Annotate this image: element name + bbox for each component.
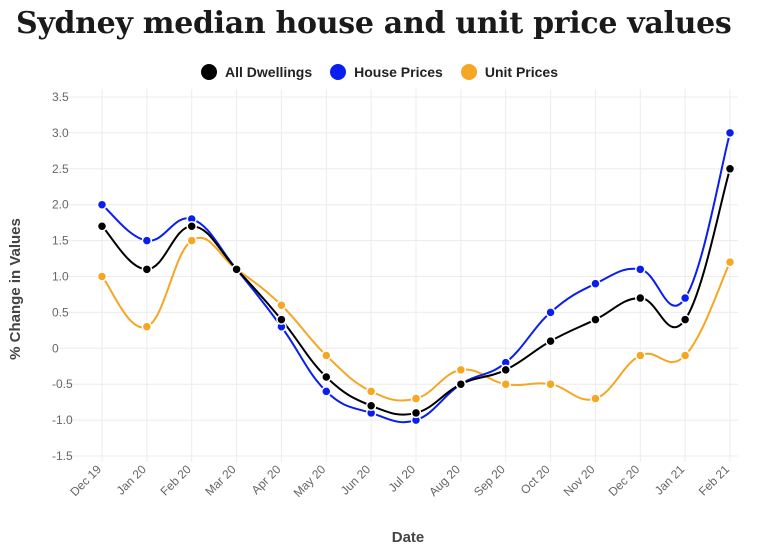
- data-point-house-prices[interactable]: [590, 278, 601, 289]
- x-tick-label: Jun 20: [338, 462, 374, 498]
- data-point-all-dwellings[interactable]: [455, 378, 467, 390]
- y-tick-label: -1.0: [52, 413, 73, 427]
- x-tick-label: Jan 20: [114, 462, 150, 498]
- x-tick-label: Sep 20: [471, 462, 508, 499]
- legend-marker-unit-prices: [460, 64, 477, 80]
- y-tick-label: 1.5: [52, 234, 69, 248]
- chart-title: Sydney median house and unit price value…: [16, 6, 732, 41]
- x-tick-label: May 20: [291, 462, 329, 500]
- data-point-all-dwellings[interactable]: [545, 335, 556, 347]
- data-point-all-dwellings[interactable]: [321, 371, 332, 383]
- data-point-all-dwellings[interactable]: [141, 264, 153, 275]
- data-point-all-dwellings[interactable]: [365, 400, 377, 411]
- x-tick-label: Jan 21: [652, 462, 688, 498]
- legend-label-unit-prices: Unit Prices: [484, 64, 558, 80]
- legend-label-all-dwellings: All Dwellings: [225, 64, 313, 80]
- x-tick-label: Mar 20: [202, 462, 239, 499]
- data-point-all-dwellings[interactable]: [635, 292, 646, 304]
- data-point-unit-prices[interactable]: [141, 321, 153, 333]
- x-tick-label: Aug 20: [426, 462, 463, 499]
- data-point-all-dwellings[interactable]: [410, 407, 422, 419]
- legend-item-all-dwellings[interactable]: All Dwellings: [201, 64, 312, 80]
- data-point-all-dwellings[interactable]: [276, 314, 287, 325]
- data-point-unit-prices[interactable]: [186, 235, 197, 246]
- data-point-unit-prices[interactable]: [321, 350, 332, 361]
- data-point-unit-prices[interactable]: [545, 378, 556, 390]
- x-tick-label: Oct 20: [518, 462, 553, 497]
- x-axis-label: Date: [392, 529, 425, 546]
- y-tick-label: 2.0: [52, 198, 69, 212]
- data-point-unit-prices[interactable]: [410, 393, 422, 404]
- data-point-all-dwellings[interactable]: [186, 220, 197, 232]
- data-point-all-dwellings[interactable]: [96, 220, 108, 232]
- legend-marker-all-dwellings: [201, 64, 217, 80]
- data-point-house-prices[interactable]: [724, 127, 736, 139]
- y-tick-label: 2.5: [52, 162, 69, 176]
- data-point-all-dwellings[interactable]: [500, 364, 511, 376]
- legend-item-house-prices[interactable]: House Prices: [330, 64, 443, 80]
- y-tick-label: 0: [52, 341, 59, 355]
- x-tick-label: Apr 20: [249, 462, 284, 497]
- y-tick-label: 1.0: [52, 270, 69, 284]
- data-point-unit-prices[interactable]: [590, 393, 601, 404]
- data-point-all-dwellings[interactable]: [724, 163, 736, 175]
- data-point-all-dwellings[interactable]: [590, 314, 601, 325]
- data-point-unit-prices[interactable]: [724, 256, 736, 268]
- data-point-house-prices[interactable]: [545, 307, 556, 318]
- x-tick-label: Nov 20: [561, 462, 598, 499]
- data-point-house-prices[interactable]: [679, 292, 691, 304]
- grid: [58, 89, 738, 462]
- y-axis-label: % Change in Values: [7, 218, 24, 360]
- data-point-house-prices[interactable]: [635, 264, 646, 275]
- y-tick-label: -1.5: [52, 449, 73, 463]
- series-line-house-prices: [101, 132, 731, 424]
- data-point-all-dwellings[interactable]: [679, 314, 691, 325]
- data-point-unit-prices[interactable]: [635, 350, 646, 361]
- data-point-house-prices[interactable]: [96, 199, 108, 210]
- data-point-unit-prices[interactable]: [679, 350, 691, 361]
- x-axis-ticks: Dec 19 Jan 20 Feb 20 Mar 20 Apr 20 May 20 Jun …: [67, 462, 732, 500]
- y-tick-label: 0.5: [52, 305, 69, 319]
- chart-legend: All Dwellings House Prices Unit Prices: [0, 64, 759, 80]
- y-tick-label: 3.0: [52, 126, 69, 140]
- x-tick-label: Dec 20: [606, 462, 643, 499]
- legend-item-unit-prices[interactable]: Unit Prices: [460, 64, 558, 80]
- x-tick-label: Feb 21: [696, 462, 733, 499]
- x-tick-label: Feb 20: [158, 462, 195, 499]
- x-tick-label: Jul 20: [386, 462, 419, 495]
- data-point-unit-prices[interactable]: [276, 299, 287, 311]
- data-point-house-prices[interactable]: [141, 235, 153, 246]
- series-points: [96, 127, 736, 426]
- data-point-house-prices[interactable]: [321, 386, 332, 397]
- y-tick-label: 3.5: [52, 90, 69, 104]
- y-tick-label: -0.5: [52, 377, 73, 391]
- data-point-unit-prices[interactable]: [365, 386, 377, 397]
- legend-marker-house-prices: [330, 64, 347, 80]
- y-axis-ticks: 3.5 3.0 2.5 2.0 1.5 1.0 0.5 0 -0.5 -1.0 -1.5: [52, 90, 73, 463]
- x-tick-label: Dec 19: [67, 462, 104, 499]
- data-point-all-dwellings[interactable]: [231, 264, 242, 275]
- data-point-unit-prices[interactable]: [500, 378, 511, 390]
- legend-label-house-prices: House Prices: [354, 64, 443, 80]
- data-point-unit-prices[interactable]: [96, 271, 108, 282]
- data-point-unit-prices[interactable]: [455, 364, 467, 376]
